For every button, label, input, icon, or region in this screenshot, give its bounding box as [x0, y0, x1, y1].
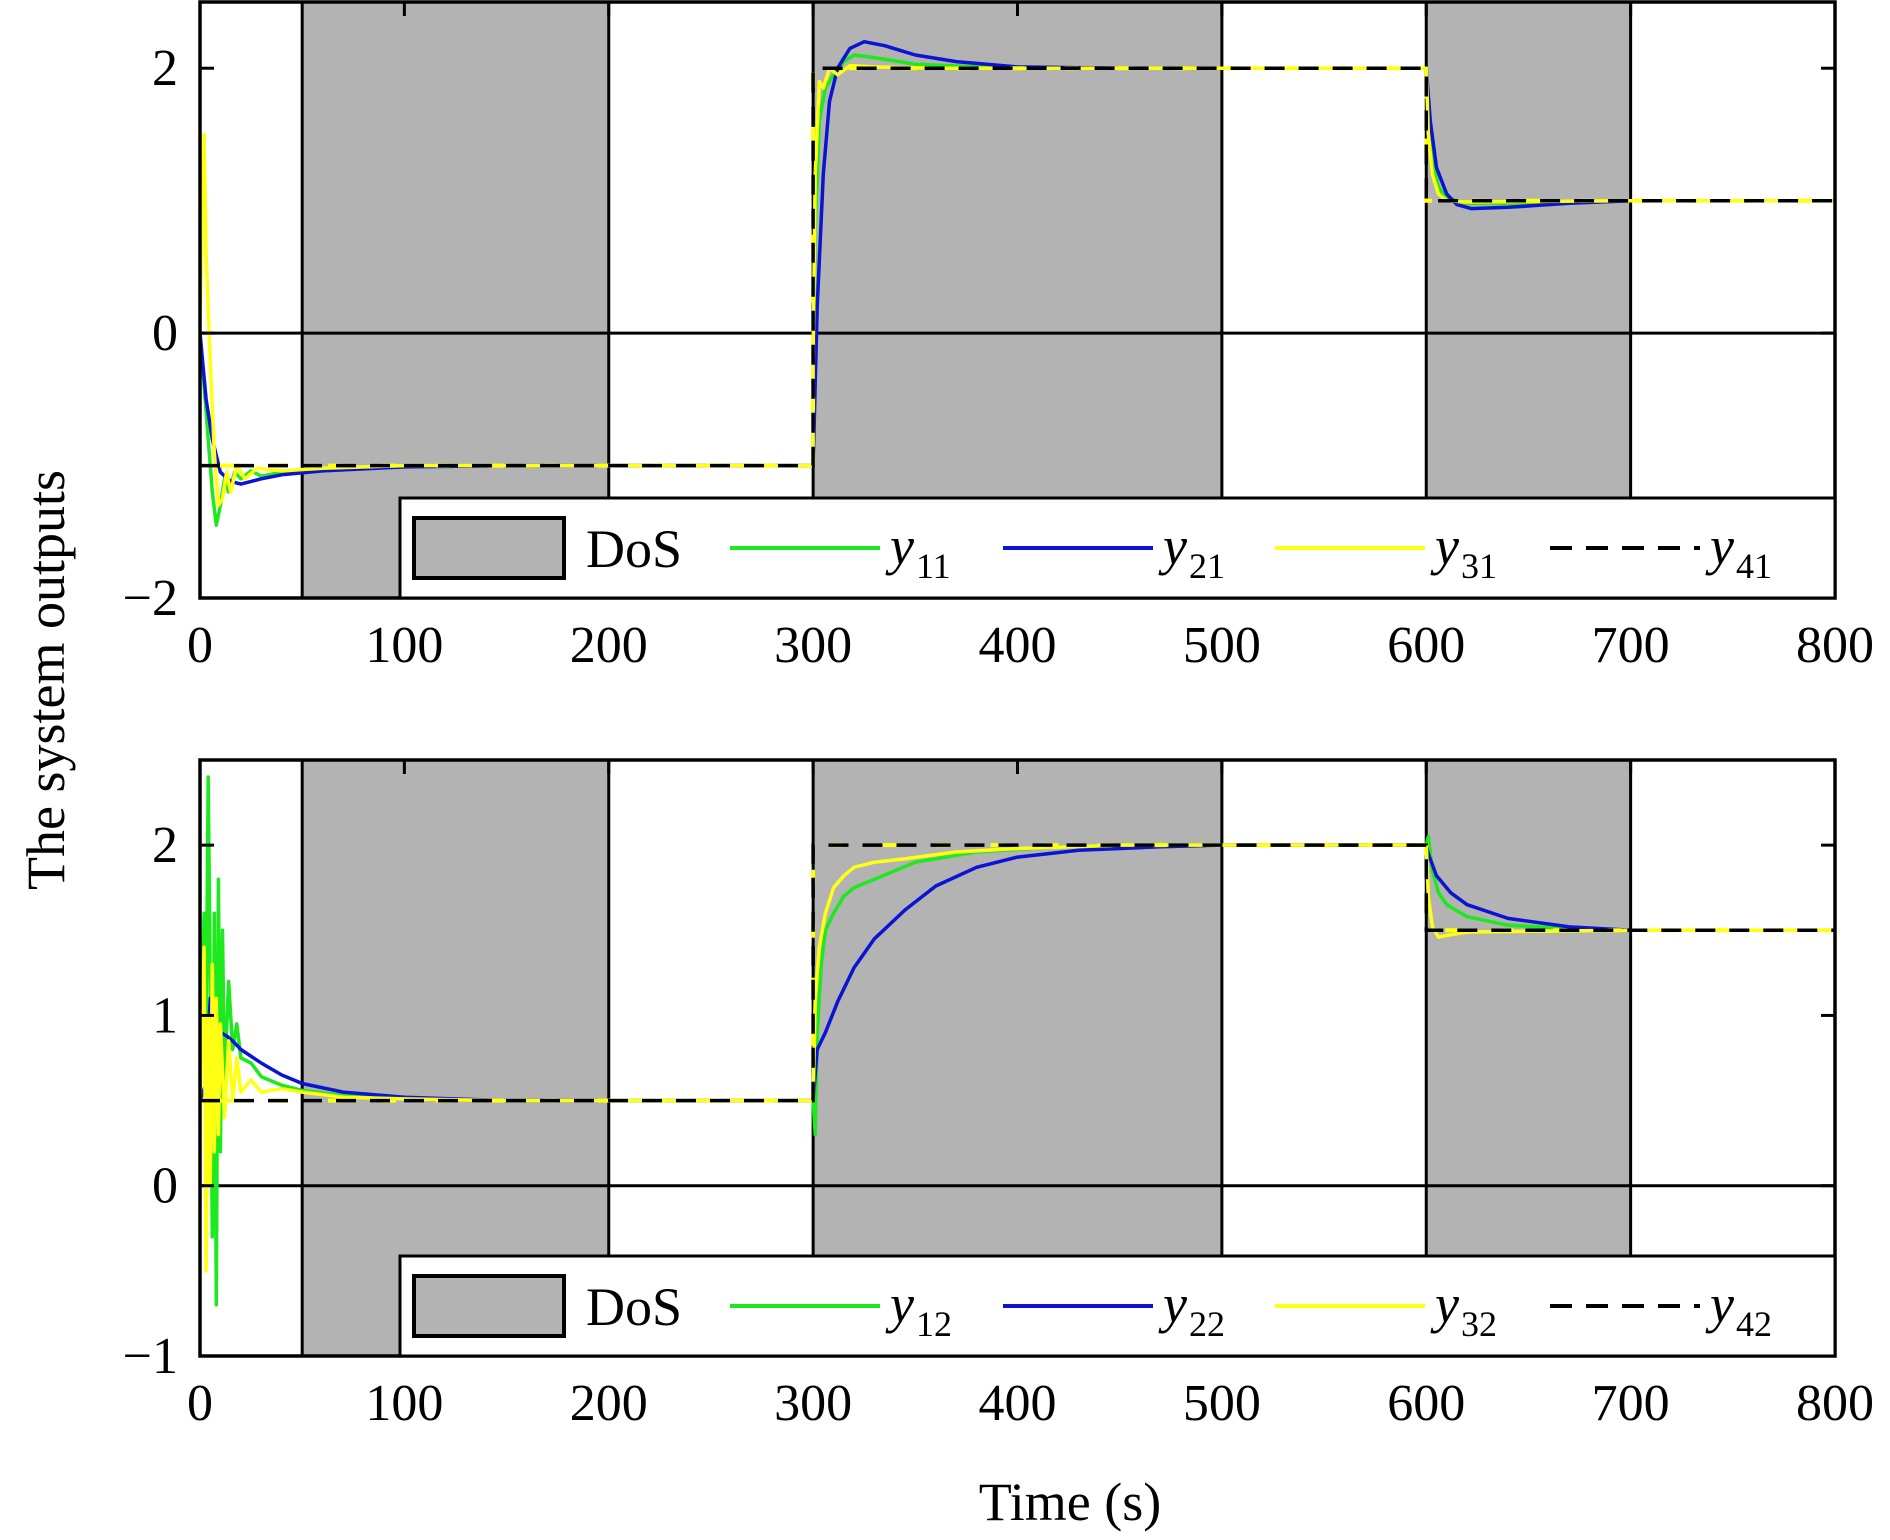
legend-series-subscript: 12	[916, 1304, 952, 1344]
legend-dos-label: DoS	[586, 1277, 682, 1337]
x-tick-label: 700	[1592, 1375, 1670, 1432]
legend-series-label: y	[885, 1274, 914, 1334]
legend-series-subscript: 11	[916, 546, 951, 586]
x-tick-label: 600	[1387, 1375, 1465, 1432]
x-tick-label: 100	[365, 617, 443, 674]
x-tick-label: 500	[1183, 617, 1261, 674]
legend-series-subscript: 22	[1189, 1304, 1225, 1344]
x-tick-label: 0	[187, 617, 213, 674]
legend-series-subscript: 31	[1461, 546, 1497, 586]
legend-series-label: y	[1430, 1274, 1459, 1334]
y-tick-label: 2	[152, 817, 178, 874]
legend-series-subscript: 21	[1189, 546, 1225, 586]
x-tick-label: 300	[774, 617, 852, 674]
series-line-y42	[200, 843, 1835, 1103]
y-tick-label: −1	[123, 1328, 178, 1385]
x-axis-label: Time (s)	[979, 1472, 1162, 1532]
legend-dos-patch	[412, 1274, 566, 1338]
x-tick-label: 400	[979, 1375, 1057, 1432]
x-tick-label: 200	[570, 617, 648, 674]
legend-series-label: y	[1158, 516, 1187, 576]
x-tick-label: 800	[1796, 617, 1874, 674]
x-tick-label: 0	[187, 1375, 213, 1432]
series-group	[200, 39, 1835, 527]
legend-dos-patch	[412, 516, 566, 580]
legend-series-label: y	[885, 516, 914, 576]
legend-series-label: y	[1705, 1274, 1734, 1334]
legend: DoS y 11 y 21 y 31 y 41	[398, 496, 1837, 600]
y-axis-label: The system outputs	[16, 470, 76, 890]
legend-series-label: y	[1705, 516, 1734, 576]
y-tick-label: 0	[152, 305, 178, 362]
x-tick-label: 700	[1592, 617, 1670, 674]
x-tick-label: 500	[1183, 1375, 1261, 1432]
x-tick-label: 400	[979, 617, 1057, 674]
x-tick-label: 600	[1387, 617, 1465, 674]
y-tick-label: −2	[123, 570, 178, 627]
x-tick-label: 100	[365, 1375, 443, 1432]
legend-series-subscript: 42	[1736, 1304, 1772, 1344]
legend-series-subscript: 32	[1461, 1304, 1497, 1344]
series-line-y41	[200, 66, 1835, 468]
y-tick-label: 0	[152, 1158, 178, 1215]
series-group	[200, 775, 1835, 1307]
legend-series-label: y	[1158, 1274, 1187, 1334]
x-tick-label: 300	[774, 1375, 852, 1432]
series-line-y22	[200, 843, 1835, 1103]
x-tick-label: 200	[570, 1375, 648, 1432]
legend-dos-label: DoS	[586, 519, 682, 579]
y-tick-label: 2	[152, 40, 178, 97]
y-tick-label: 1	[152, 987, 178, 1044]
x-tick-label: 800	[1796, 1375, 1874, 1432]
legend: DoS y 12 y 22 y 32 y 42	[398, 1254, 1837, 1358]
legend-series-subscript: 41	[1736, 546, 1772, 586]
legend-series-label: y	[1430, 516, 1459, 576]
